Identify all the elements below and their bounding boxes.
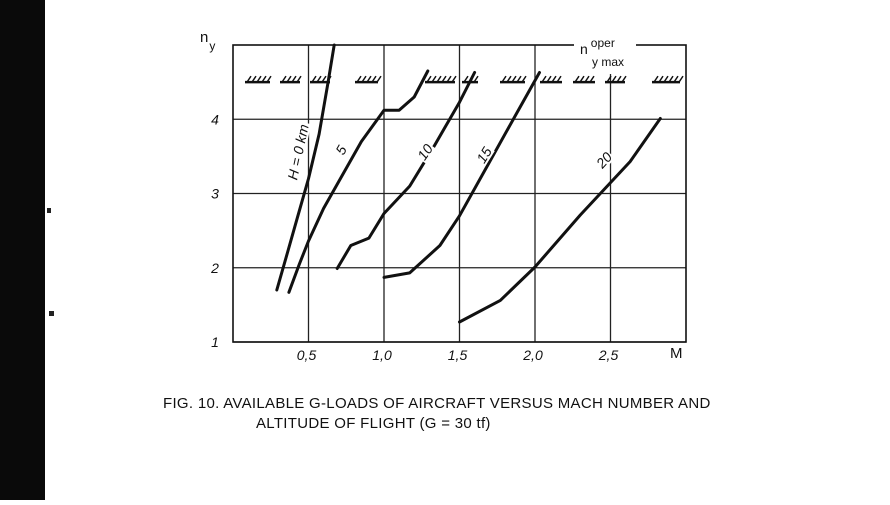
hatch xyxy=(451,75,457,83)
x-tick-label: 1,5 xyxy=(448,347,468,363)
hatch xyxy=(361,75,367,83)
hatch xyxy=(441,75,447,83)
curve xyxy=(382,71,541,279)
hatch xyxy=(251,75,257,83)
hatch xyxy=(611,75,617,83)
limit-label: n oper y max xyxy=(580,36,624,69)
caption-line: ALTITUDE OF FLIGHT (G = 30 tf) xyxy=(256,415,491,432)
hatch xyxy=(473,75,479,83)
hatch xyxy=(663,75,669,83)
hatch xyxy=(541,75,547,83)
curve xyxy=(287,69,430,294)
scan-edge xyxy=(0,0,45,500)
x-axis-label: M xyxy=(670,345,683,362)
hatch xyxy=(281,75,287,83)
hatch xyxy=(584,75,590,83)
curve xyxy=(275,43,336,292)
limit-sup: oper xyxy=(591,36,615,50)
hatch xyxy=(621,75,627,83)
label-bg xyxy=(328,137,352,162)
label-bg xyxy=(574,38,636,74)
hatch xyxy=(321,75,327,83)
y-axis-label: ny xyxy=(200,29,215,53)
x-tick-label: 2,0 xyxy=(522,347,543,363)
hatch xyxy=(256,75,262,83)
y-tick-label: 2 xyxy=(210,260,219,276)
hatch xyxy=(366,75,372,83)
hatch xyxy=(431,75,437,83)
curve xyxy=(458,117,662,324)
y-tick-label: 1 xyxy=(211,334,219,350)
hatch xyxy=(616,75,622,83)
hatch xyxy=(463,75,469,83)
plot-frame xyxy=(232,44,687,343)
hatch xyxy=(551,75,557,83)
x-tick-label: 0,5 xyxy=(297,347,317,363)
hatch xyxy=(266,75,272,83)
hatch xyxy=(286,75,292,83)
hatch xyxy=(246,75,252,83)
hatch xyxy=(376,75,382,83)
curve-label: 10 xyxy=(414,141,436,163)
scan-dot xyxy=(49,311,54,316)
x-tick-label: 2,5 xyxy=(598,347,619,363)
hatch xyxy=(556,75,562,83)
hatch xyxy=(511,75,517,83)
hatch xyxy=(574,75,580,83)
hatch xyxy=(653,75,659,83)
caption-line: FIG. 10. AVAILABLE G-LOADS OF AIRCRAFT V… xyxy=(163,395,711,412)
hatch xyxy=(316,75,322,83)
curve-label: 20 xyxy=(592,149,615,172)
hatch xyxy=(606,75,612,83)
curve xyxy=(335,71,477,270)
label-bg xyxy=(282,120,312,183)
hatch xyxy=(446,75,452,83)
hatch xyxy=(506,75,512,83)
label-bg xyxy=(471,142,495,167)
hatch xyxy=(673,75,679,83)
label-bg xyxy=(412,139,436,164)
hatch xyxy=(311,75,317,83)
limit-sub: y max xyxy=(592,55,624,69)
hatch xyxy=(668,75,674,83)
y-label-sub: y xyxy=(209,39,215,53)
hatch xyxy=(371,75,377,83)
curve-label: 15 xyxy=(473,144,495,166)
hatch xyxy=(261,75,267,83)
hatch xyxy=(678,75,684,83)
scan-dot xyxy=(47,208,51,213)
x-tick-label: 1,0 xyxy=(372,347,392,363)
y-label-main: n xyxy=(200,29,208,46)
hatch xyxy=(546,75,552,83)
hatch xyxy=(589,75,595,83)
hatch xyxy=(579,75,585,83)
hatch xyxy=(658,75,664,83)
hatch xyxy=(296,75,302,83)
hatch xyxy=(291,75,297,83)
hatch xyxy=(521,75,527,83)
hatch xyxy=(356,75,362,83)
hatch xyxy=(516,75,522,83)
label-bg xyxy=(591,147,616,172)
limit-main: n xyxy=(580,41,588,57)
hatch xyxy=(501,75,507,83)
hatch xyxy=(436,75,442,83)
hatch xyxy=(426,75,432,83)
curve-label: H = 0 km xyxy=(284,122,311,181)
y-tick-label: 4 xyxy=(211,111,219,127)
y-tick-label: 3 xyxy=(211,186,219,202)
